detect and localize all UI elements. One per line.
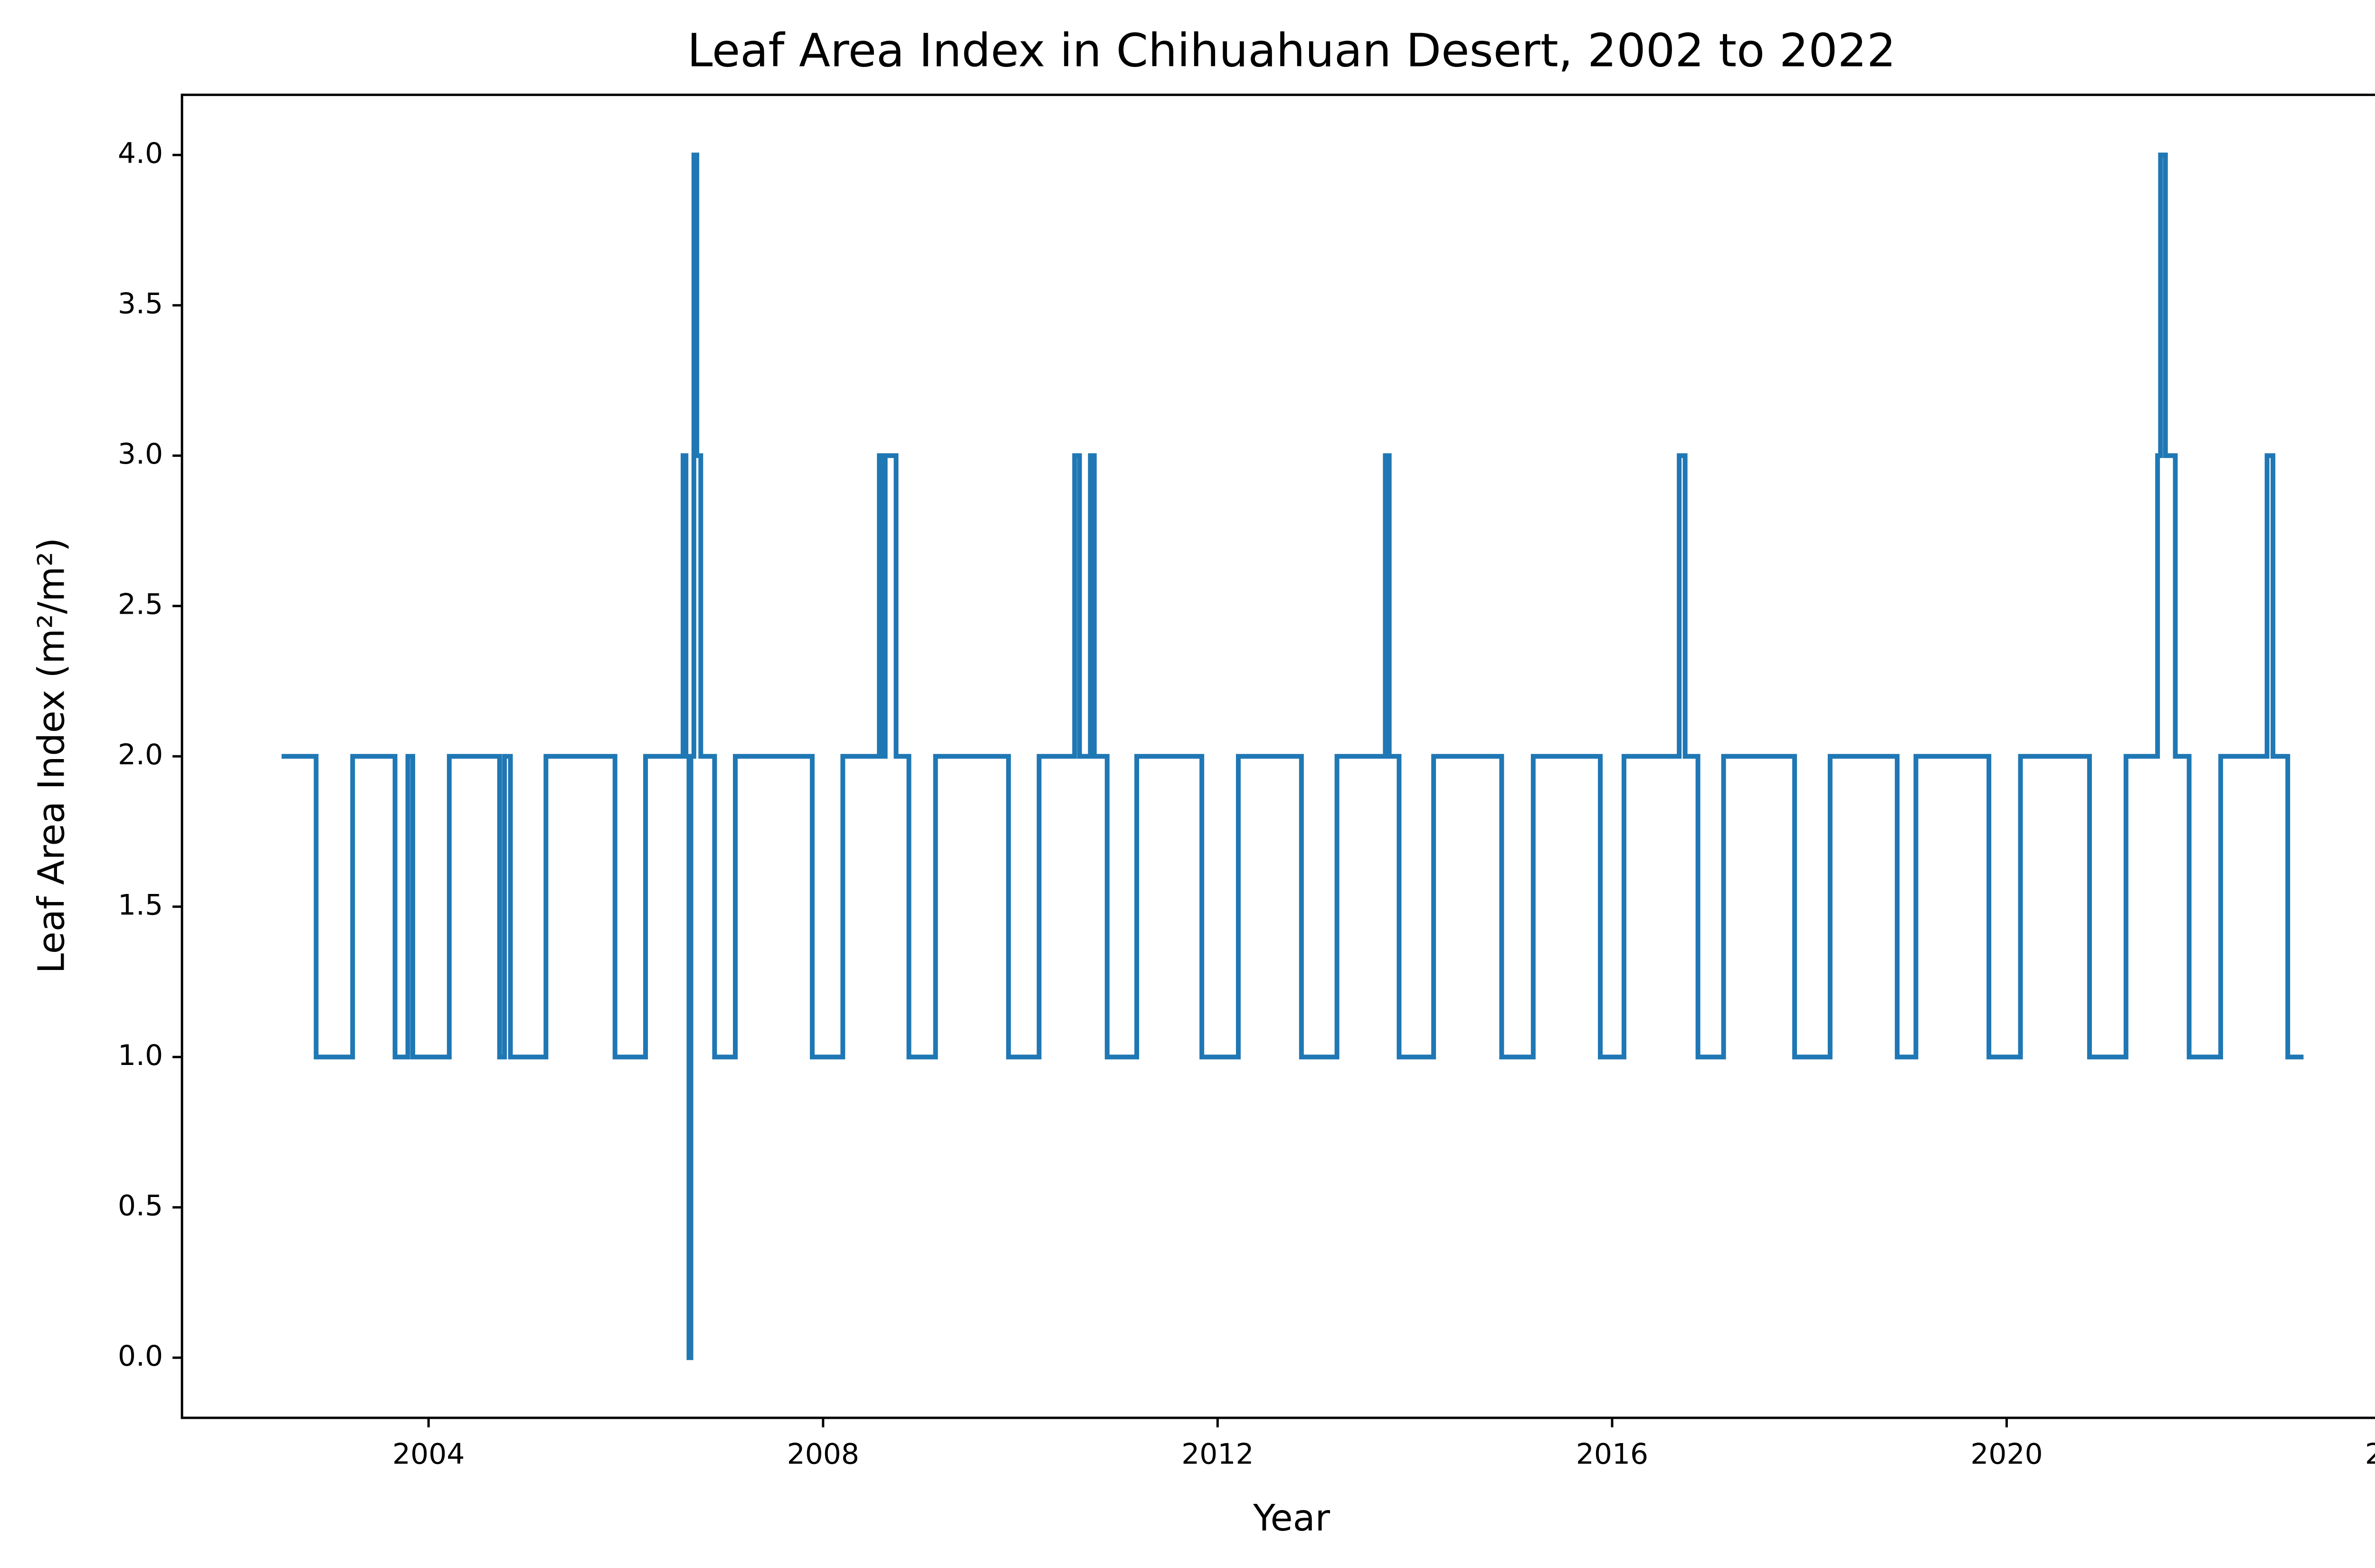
y-tick-label: 4.0 [118, 137, 163, 170]
y-tick-label: 1.5 [118, 888, 163, 922]
y-tick-label: 0.5 [118, 1189, 163, 1222]
x-tick-label: 2020 [1970, 1437, 2042, 1471]
y-tick-label: 1.0 [118, 1039, 163, 1072]
y-tick-label: 3.0 [118, 437, 163, 471]
plot-frame [180, 94, 2375, 1419]
y-axis-label: Leaf Area Index (m²/m²) [31, 538, 73, 974]
y-tick-label: 3.5 [118, 287, 163, 320]
chart-title: Leaf Area Index in Chihuahuan Desert, 20… [687, 23, 1896, 77]
x-tick-label: 2016 [1576, 1437, 1648, 1471]
x-tick-label: 2012 [1181, 1437, 1254, 1471]
x-tick-label: 2008 [787, 1437, 859, 1471]
x-tick-label: 2024 [2365, 1437, 2375, 1471]
x-axis-label: Year [1253, 1497, 1330, 1539]
y-tick-label: 2.0 [118, 738, 163, 771]
data-line [281, 152, 2304, 1360]
x-tick-label: 2004 [392, 1437, 465, 1471]
y-tick-label: 0.0 [118, 1340, 163, 1373]
y-tick-label: 2.5 [118, 588, 163, 621]
